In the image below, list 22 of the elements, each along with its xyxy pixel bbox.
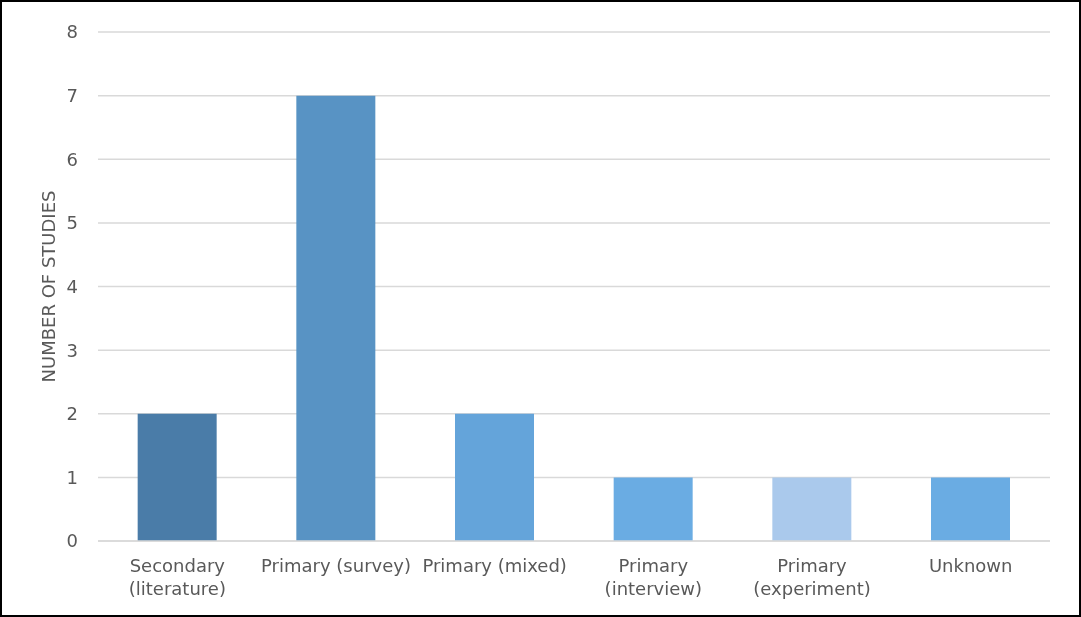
bar bbox=[772, 477, 852, 541]
x-tick-label: Primary (experiment) bbox=[753, 555, 871, 599]
y-tick-label: 5 bbox=[66, 212, 78, 234]
bar bbox=[455, 413, 534, 541]
bar bbox=[296, 95, 376, 541]
y-tick-label: 3 bbox=[66, 339, 78, 361]
y-tick-label: 2 bbox=[66, 403, 78, 425]
bar bbox=[931, 477, 1010, 541]
x-tick-label: Secondary (literature) bbox=[128, 555, 226, 599]
y-axis-title: NUMBER OF STUDIES bbox=[37, 190, 59, 383]
y-tick-label: 0 bbox=[66, 530, 78, 552]
x-tick-label: Primary (interview) bbox=[604, 555, 703, 599]
x-tick-label: Unknown bbox=[928, 555, 1013, 576]
bar bbox=[613, 477, 693, 541]
y-tick-label: 6 bbox=[66, 148, 78, 170]
y-tick-label: 8 bbox=[66, 21, 78, 43]
y-tick-label: 1 bbox=[66, 466, 78, 488]
x-tick-label: Primary (mixed) bbox=[422, 555, 567, 576]
x-tick-label: Primary (survey) bbox=[261, 555, 411, 576]
y-tick-label: 4 bbox=[66, 275, 78, 297]
bar bbox=[137, 413, 217, 541]
y-tick-label: 7 bbox=[66, 85, 78, 107]
